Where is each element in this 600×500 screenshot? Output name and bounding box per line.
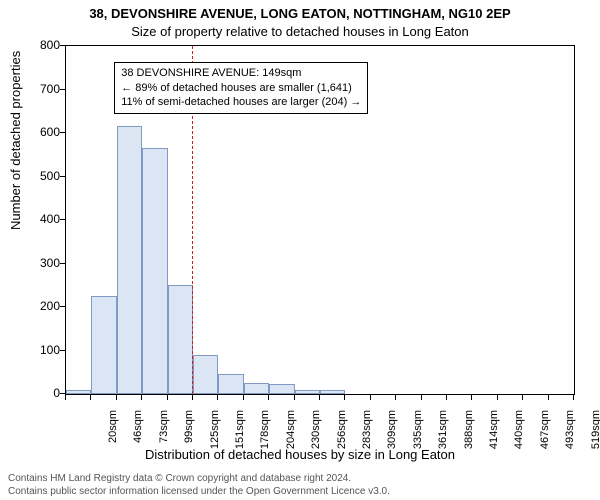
histogram-bar xyxy=(320,390,345,394)
histogram-bar xyxy=(218,374,243,394)
x-tick-mark xyxy=(344,395,345,400)
annotation-box: 38 DEVONSHIRE AVENUE: 149sqm ← 89% of de… xyxy=(114,62,368,115)
y-tick-label: 700 xyxy=(20,82,60,96)
chart-container: 38, DEVONSHIRE AVENUE, LONG EATON, NOTTI… xyxy=(0,0,600,500)
footer-line-2: Contains public sector information licen… xyxy=(8,486,390,497)
x-tick-mark xyxy=(573,395,574,400)
histogram-bar xyxy=(91,296,116,394)
histogram-bar xyxy=(142,148,167,394)
x-tick-mark xyxy=(116,395,117,400)
histogram-bar xyxy=(66,390,91,394)
x-tick-mark xyxy=(446,395,447,400)
x-tick-mark xyxy=(65,395,66,400)
footer-line-1: Contains HM Land Registry data © Crown c… xyxy=(8,473,351,484)
x-tick-mark xyxy=(370,395,371,400)
annotation-line-2: ← 89% of detached houses are smaller (1,… xyxy=(121,81,361,96)
x-tick-mark xyxy=(421,395,422,400)
x-tick-mark xyxy=(217,395,218,400)
x-tick-mark xyxy=(471,395,472,400)
y-tick-label: 0 xyxy=(20,386,60,400)
annotation-line-1: 38 DEVONSHIRE AVENUE: 149sqm xyxy=(121,66,361,81)
x-tick-mark xyxy=(243,395,244,400)
histogram-bar xyxy=(269,384,294,394)
y-tick-label: 400 xyxy=(20,212,60,226)
x-tick-mark xyxy=(167,395,168,400)
chart-title: 38, DEVONSHIRE AVENUE, LONG EATON, NOTTI… xyxy=(0,6,600,21)
x-tick-mark xyxy=(192,395,193,400)
histogram-bar xyxy=(244,383,269,394)
y-tick-label: 200 xyxy=(20,299,60,313)
histogram-bar xyxy=(168,285,193,394)
y-tick-label: 800 xyxy=(20,38,60,52)
y-tick-label: 600 xyxy=(20,125,60,139)
chart-subtitle: Size of property relative to detached ho… xyxy=(0,24,600,39)
y-tick-label: 100 xyxy=(20,343,60,357)
y-tick-label: 500 xyxy=(20,169,60,183)
x-axis-label: Distribution of detached houses by size … xyxy=(0,447,600,462)
histogram-bar xyxy=(117,126,142,394)
y-axis-label: Number of detached properties xyxy=(8,51,23,230)
x-tick-mark xyxy=(522,395,523,400)
x-tick-mark xyxy=(395,395,396,400)
y-tick-label: 300 xyxy=(20,256,60,270)
x-tick-mark xyxy=(497,395,498,400)
x-tick-mark xyxy=(268,395,269,400)
histogram-bar xyxy=(295,390,320,394)
x-tick-mark xyxy=(548,395,549,400)
plot-inner: 38 DEVONSHIRE AVENUE: 149sqm ← 89% of de… xyxy=(66,46,574,394)
x-tick-mark xyxy=(141,395,142,400)
x-tick-mark xyxy=(319,395,320,400)
histogram-bar xyxy=(193,355,218,394)
annotation-line-3: 11% of semi-detached houses are larger (… xyxy=(121,95,361,110)
x-tick-mark xyxy=(294,395,295,400)
x-tick-mark xyxy=(90,395,91,400)
plot-area: 38 DEVONSHIRE AVENUE: 149sqm ← 89% of de… xyxy=(65,45,575,395)
